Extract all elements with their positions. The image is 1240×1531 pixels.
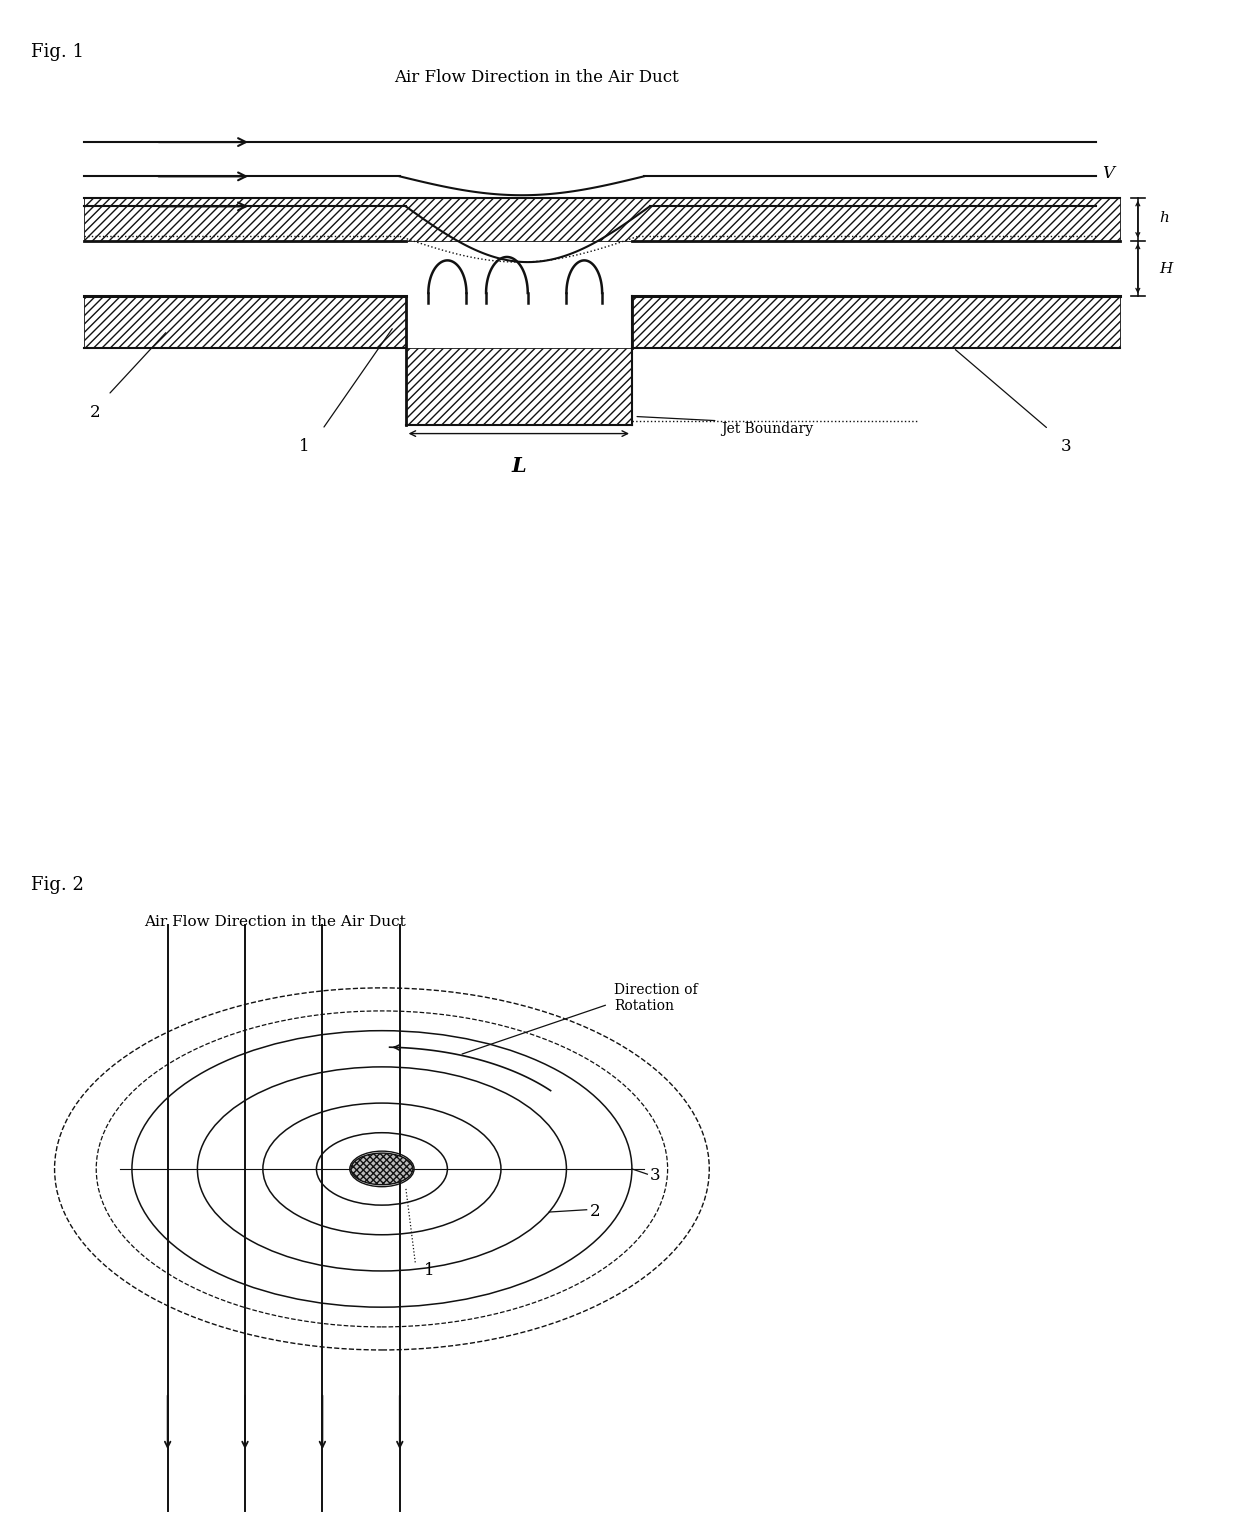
Text: Direction of
Rotation: Direction of Rotation [614,983,698,1014]
Text: 1: 1 [299,438,309,455]
Text: 3: 3 [650,1167,661,1183]
Bar [84,297,405,348]
Text: 2: 2 [590,1203,601,1220]
Text: V: V [1102,165,1114,182]
Bar [405,348,632,426]
Text: 3: 3 [1060,438,1071,455]
Text: h: h [1159,211,1169,225]
Text: Fig. 1: Fig. 1 [31,43,84,61]
Text: Fig. 2: Fig. 2 [31,876,83,894]
Text: H: H [1159,262,1173,276]
Text: 2: 2 [91,404,100,421]
Text: 1: 1 [424,1263,434,1280]
Ellipse shape [351,1153,413,1185]
Text: L: L [512,456,526,476]
Bar [632,297,1120,348]
Text: Jet Boundary: Jet Boundary [722,423,813,436]
Text: Air Flow Direction in the Air Duct: Air Flow Direction in the Air Duct [144,916,405,929]
Bar [84,197,1120,240]
Text: Air Flow Direction in the Air Duct: Air Flow Direction in the Air Duct [394,69,680,86]
